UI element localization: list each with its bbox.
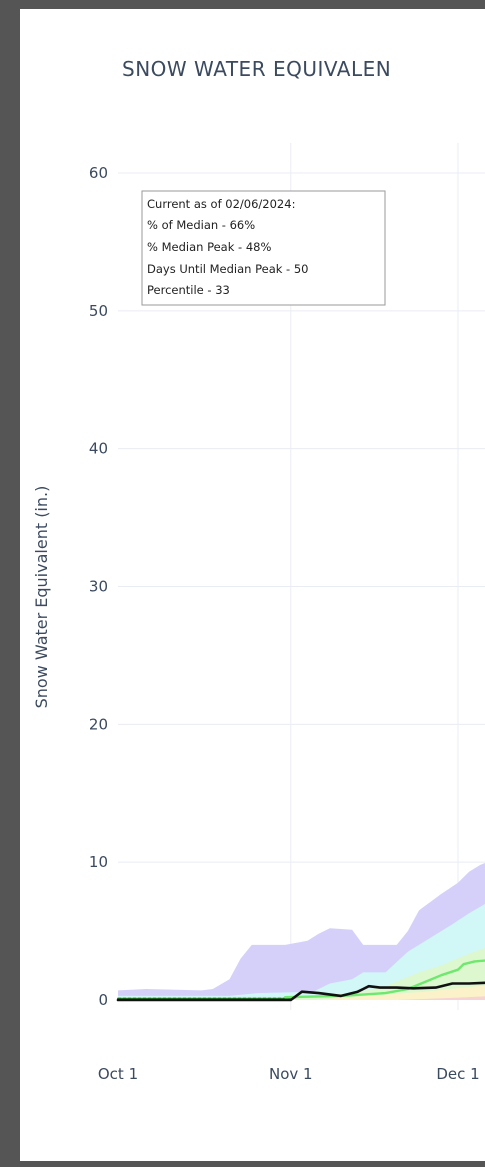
current-stats-annotation: Current as of 02/06/2024: % of Median - … <box>141 190 386 306</box>
percentile-bands <box>118 862 485 1000</box>
annotation-line: Current as of 02/06/2024: <box>147 197 295 211</box>
y-axis-label: Snow Water Equivalent (in.) <box>32 486 51 709</box>
annotation-line: % of Median - 66% <box>147 218 255 232</box>
annotation-line: % Median Peak - 48% <box>147 240 271 254</box>
annotation-box <box>141 190 386 306</box>
chart-title: SNOW WATER EQUIVALEN <box>122 57 391 81</box>
percentile-band <box>118 985 485 1000</box>
x-tick-label: Nov 1 <box>269 1065 313 1083</box>
frame-border-bottom <box>0 1161 485 1167</box>
annotation-line: Days Until Median Peak - 50 <box>147 262 309 276</box>
x-tick-label: Oct 1 <box>98 1065 138 1083</box>
frame-border-top <box>0 0 485 9</box>
annotation-line: Percentile - 33 <box>147 283 230 297</box>
y-tick-label: 10 <box>89 853 108 871</box>
series-line <box>284 959 485 999</box>
tick-labels: 0 10 20 30 40 50 60 Oct 1 Nov 1 Dec 1 <box>89 164 480 1083</box>
y-tick-label: 60 <box>89 164 108 182</box>
series-line <box>116 981 485 1002</box>
y-tick-label: 0 <box>98 991 108 1009</box>
frame-border-left <box>0 0 20 1167</box>
series-lines <box>116 959 485 1002</box>
x-tick-label: Dec 1 <box>436 1065 479 1083</box>
percentile-band <box>118 904 485 1000</box>
y-tick-label: 20 <box>89 715 108 733</box>
percentile-band <box>118 996 485 1000</box>
y-tick-label: 30 <box>89 578 108 596</box>
y-tick-label: 50 <box>89 302 108 320</box>
y-tick-label: 40 <box>89 440 108 458</box>
